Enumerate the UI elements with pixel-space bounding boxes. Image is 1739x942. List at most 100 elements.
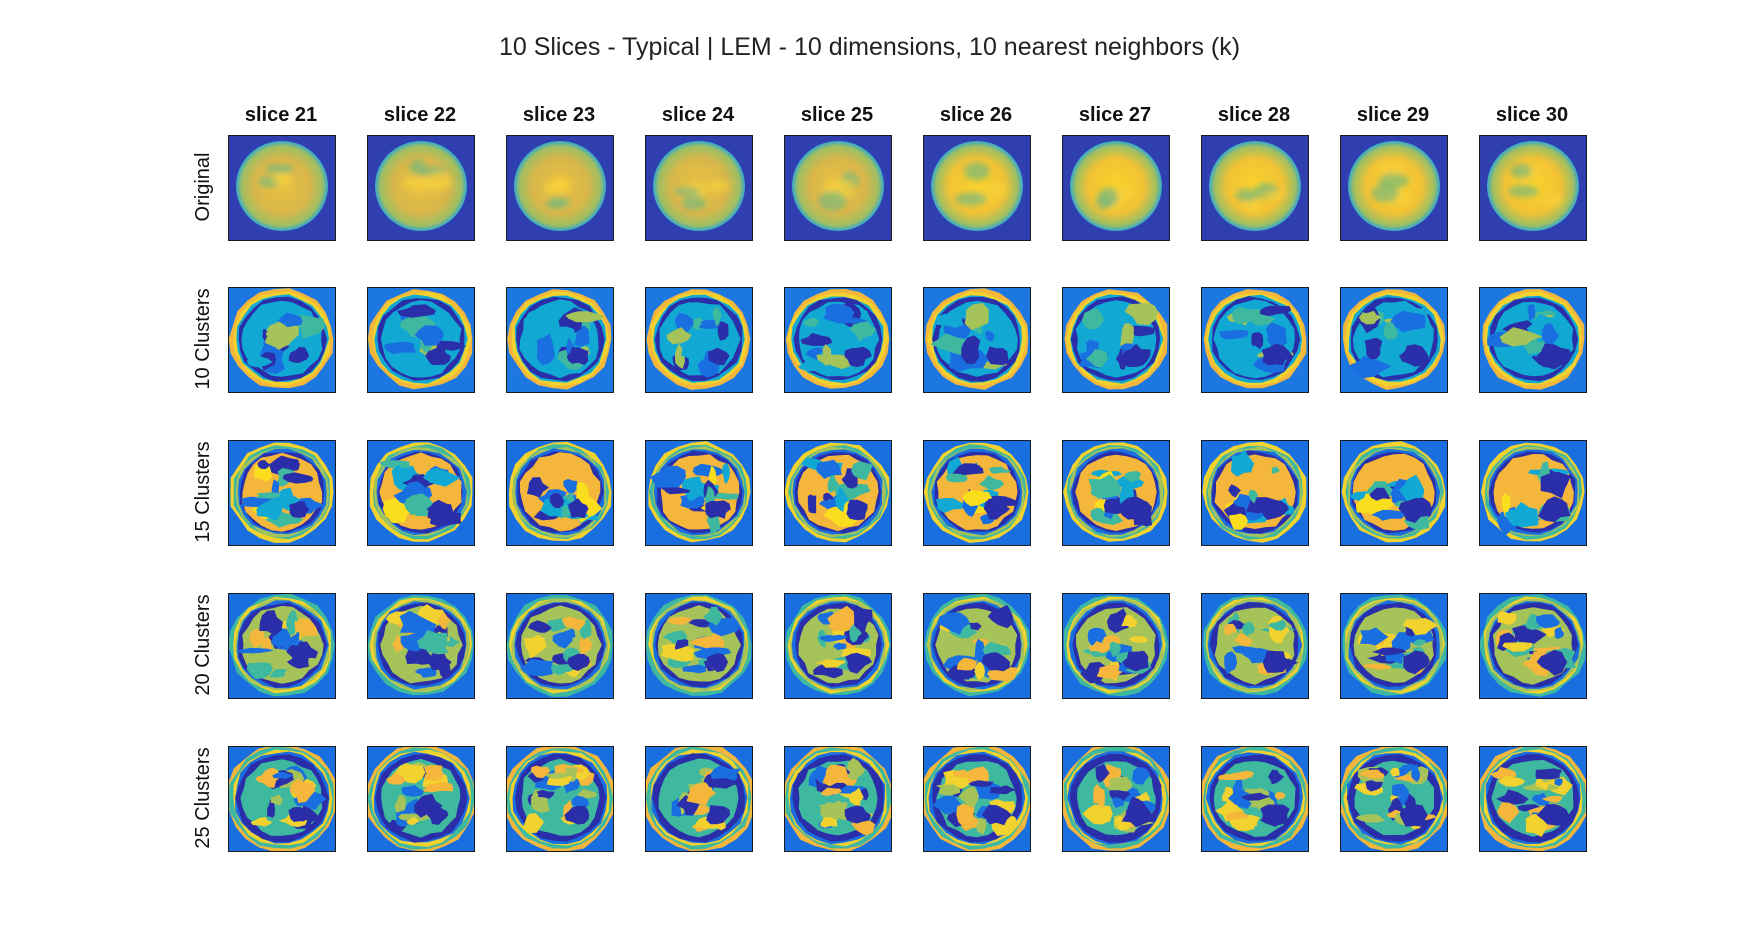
image-panel [1340,440,1448,546]
image-panel [923,135,1031,241]
image-panel [1340,287,1448,393]
brain-slice-image [924,594,1030,698]
image-panel [367,440,475,546]
brain-slice-image [1202,594,1308,698]
column-title: slice 22 [383,104,457,126]
brain-slice-image [785,441,891,545]
image-panel [506,746,614,852]
brain-slice-image [229,136,335,240]
brain-slice-image [1341,747,1447,851]
image-panel [923,440,1031,546]
brain-slice-image [507,594,613,698]
image-panel [1062,593,1170,699]
image-panel [1479,440,1587,546]
image-panel [1062,440,1170,546]
image-panel [1201,593,1309,699]
brain-slice-image [507,288,613,392]
brain-slice-image [368,594,474,698]
brain-slice-image [368,136,474,240]
image-panel [1201,440,1309,546]
image-panel [1201,287,1309,393]
brain-slice-image [1480,136,1586,240]
brain-slice-image [229,288,335,392]
image-panel [784,287,892,393]
brain-slice-image [1480,288,1586,392]
image-panel [506,440,614,546]
brain-slice-image [1063,136,1169,240]
column-title: slice 27 [1078,104,1152,126]
image-panel [228,135,336,241]
image-panel [1479,746,1587,852]
image-panel [228,287,336,393]
brain-slice-image [1202,288,1308,392]
image-panel [645,746,753,852]
column-title: slice 26 [939,104,1013,126]
image-panel [1340,746,1448,852]
brain-slice-image [368,288,474,392]
brain-slice-image [785,136,891,240]
brain-slice-image [646,441,752,545]
brain-slice-image [646,136,752,240]
image-panel [1201,135,1309,241]
image-panel [1479,287,1587,393]
brain-slice-image [1063,288,1169,392]
image-panel [1340,135,1448,241]
image-panel [228,440,336,546]
image-panel [645,440,753,546]
brain-slice-image [785,288,891,392]
image-panel [1062,746,1170,852]
image-panel [923,746,1031,852]
image-panel [1479,135,1587,241]
brain-slice-image [785,594,891,698]
brain-slice-image [646,747,752,851]
image-panel [1340,593,1448,699]
brain-slice-image [646,288,752,392]
brain-slice-image [924,288,1030,392]
image-panel [923,287,1031,393]
image-panel [645,593,753,699]
column-title: slice 24 [661,104,735,126]
image-panel [506,593,614,699]
column-title: slice 21 [244,104,318,126]
column-title: slice 29 [1356,104,1430,126]
column-title: slice 23 [522,104,596,126]
brain-slice-image [1341,288,1447,392]
image-panel [367,135,475,241]
brain-slice-image [1063,594,1169,698]
brain-slice-image [1063,441,1169,545]
brain-slice-image [229,441,335,545]
brain-slice-image [1480,441,1586,545]
brain-slice-image [368,441,474,545]
row-label: 25 Clusters [192,747,214,849]
figure-title: 10 Slices - Typical | LEM - 10 dimension… [498,33,1241,61]
image-panel [645,287,753,393]
image-panel [228,746,336,852]
image-panel [367,287,475,393]
brain-slice-image [507,136,613,240]
brain-slice-image [1202,441,1308,545]
image-panel [367,746,475,852]
image-panel [1479,593,1587,699]
column-title: slice 28 [1217,104,1291,126]
column-title: slice 30 [1495,104,1569,126]
brain-slice-image [1202,136,1308,240]
image-panel [506,135,614,241]
image-panel [1062,135,1170,241]
brain-slice-image [785,747,891,851]
brain-slice-image [229,594,335,698]
brain-slice-image [1202,747,1308,851]
brain-slice-image [924,136,1030,240]
brain-slice-image [646,594,752,698]
column-title: slice 25 [800,104,874,126]
brain-slice-image [1341,594,1447,698]
image-panel [367,593,475,699]
brain-slice-image [924,441,1030,545]
image-panel [784,746,892,852]
brain-slice-image [1480,594,1586,698]
image-panel [1062,287,1170,393]
image-panel [506,287,614,393]
brain-slice-image [229,747,335,851]
brain-slice-image [507,747,613,851]
brain-slice-image [507,441,613,545]
